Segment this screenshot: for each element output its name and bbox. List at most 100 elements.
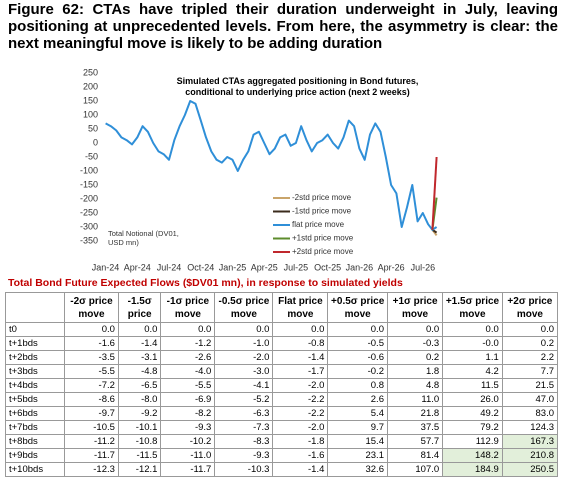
cell: -1.6 <box>272 448 329 463</box>
cell: 210.8 <box>501 448 559 463</box>
row-label: t+9bds <box>5 448 65 463</box>
cell: 9.7 <box>327 420 388 435</box>
cell: -12.1 <box>117 462 162 477</box>
cell: -1.2 <box>160 336 216 351</box>
cell: 4.8 <box>386 378 444 393</box>
y-tick-label: -150 <box>80 179 98 189</box>
x-tick-label: Jan-25 <box>219 262 247 272</box>
row-label: t+8bds <box>5 434 65 449</box>
cell: 0.0 <box>117 322 162 337</box>
x-tick-label: Jan-24 <box>92 262 120 272</box>
y-tick-label: 200 <box>83 81 98 91</box>
table-row: t+4bds -7.2 -6.5 -5.5 -4.1 -2.0 0.8 4.8 11.5 21.5 <box>5 378 559 393</box>
table-row: t+9bds -11.7 -11.5 -11.0 -9.3 -1.6 23.1 81.4 148… <box>5 448 559 463</box>
cell: -8.2 <box>160 406 216 421</box>
table-row: t0 0.0 0.0 0.0 0.0 0.0 0.0 0.0 0.0 0.0 <box>5 322 559 337</box>
cell: -0.8 <box>272 336 329 351</box>
cell: 0.0 <box>442 322 503 337</box>
cell: -8.0 <box>117 392 162 407</box>
cell: 15.4 <box>327 434 388 449</box>
y-tick-label: -350 <box>80 235 98 245</box>
cell: 0.2 <box>501 336 559 351</box>
cell: 0.0 <box>501 322 559 337</box>
cell: -0.6 <box>327 350 388 365</box>
y-tick-label: 0 <box>93 137 98 147</box>
row-label: t+1bds <box>5 336 65 351</box>
cell: 184.9 <box>442 462 503 477</box>
cell: -4.8 <box>117 364 162 379</box>
cell: 32.6 <box>327 462 388 477</box>
cell: -12.3 <box>64 462 119 477</box>
cell: -5.5 <box>160 378 216 393</box>
cell: -1.8 <box>272 434 329 449</box>
cell: -10.5 <box>64 420 119 435</box>
y-tick-label: -250 <box>80 207 98 217</box>
cell: 5.4 <box>327 406 388 421</box>
cell: -8.3 <box>214 434 274 449</box>
x-tick-label: Jul-24 <box>157 262 182 272</box>
cell: -0.0 <box>442 336 503 351</box>
row-label: t+5bds <box>5 392 65 407</box>
table-row: t+6bds -9.7 -9.2 -8.2 -6.3 -2.2 5.4 21.8 49.2 83.… <box>5 406 559 421</box>
cell: 57.7 <box>386 434 444 449</box>
x-tick-label: Jan-26 <box>346 262 374 272</box>
cell: 0.0 <box>327 322 388 337</box>
cell: 21.5 <box>501 378 559 393</box>
cell: 0.0 <box>386 322 444 337</box>
cell: 79.2 <box>442 420 503 435</box>
cell: -8.6 <box>64 392 119 407</box>
y-tick-label: -300 <box>80 221 98 231</box>
cell: 148.2 <box>442 448 503 463</box>
cell: 47.0 <box>501 392 559 407</box>
cell: -7.2 <box>64 378 119 393</box>
table-row: t+2bds -3.5 -3.1 -2.6 -2.0 -1.4 -0.6 0.2 1.1 2.2 <box>5 350 559 365</box>
cell: -1.7 <box>272 364 329 379</box>
cell: 7.7 <box>501 364 559 379</box>
cell: -11.7 <box>160 462 216 477</box>
row-label: t0 <box>5 322 65 337</box>
cell: 167.3 <box>501 434 559 449</box>
cell: 1.1 <box>442 350 503 365</box>
x-tick-label: Oct-25 <box>314 262 341 272</box>
row-label: t+4bds <box>5 378 65 393</box>
y-tick-label: -100 <box>80 165 98 175</box>
cell: -11.0 <box>160 448 216 463</box>
y-tick-label: -50 <box>85 151 98 161</box>
cell: -6.9 <box>160 392 216 407</box>
column-header: -2σ price move <box>64 292 119 323</box>
legend-label: flat price move <box>292 220 345 229</box>
cell: -1.4 <box>117 336 162 351</box>
cell: 11.0 <box>386 392 444 407</box>
corner-cell <box>5 292 65 323</box>
x-tick-label: Apr-26 <box>378 262 405 272</box>
row-label: t+6bds <box>5 406 65 421</box>
x-tick-label: Oct-24 <box>187 262 214 272</box>
cell: 0.8 <box>327 378 388 393</box>
cell: 83.0 <box>501 406 559 421</box>
column-header: +1.5σ price move <box>442 292 503 323</box>
cell: -0.3 <box>386 336 444 351</box>
cell: -2.0 <box>214 350 274 365</box>
cell: -9.3 <box>160 420 216 435</box>
chart-title: Simulated CTAs aggregated positioning in… <box>176 76 419 97</box>
cell: 11.5 <box>442 378 503 393</box>
cell: 0.2 <box>386 350 444 365</box>
table-row: t+3bds -5.5 -4.8 -4.0 -3.0 -1.7 -0.2 1.8 4.2 7.7 <box>5 364 559 379</box>
legend-label: -2std price move <box>292 193 352 202</box>
cell: 23.1 <box>327 448 388 463</box>
cell: -6.5 <box>117 378 162 393</box>
table-row: t+5bds -8.6 -8.0 -6.9 -5.2 -2.2 2.6 11.0 26.0 47.… <box>5 392 559 407</box>
cell: -10.1 <box>117 420 162 435</box>
cell: -2.2 <box>272 392 329 407</box>
cell: 0.0 <box>64 322 119 337</box>
cell: -10.2 <box>160 434 216 449</box>
cell: 112.9 <box>442 434 503 449</box>
row-label: t+2bds <box>5 350 65 365</box>
cell: -6.3 <box>214 406 274 421</box>
cell: -5.2 <box>214 392 274 407</box>
table-row: t+7bds -10.5 -10.1 -9.3 -7.3 -2.0 9.7 37.5 79.2 1… <box>5 420 559 435</box>
axis-annotation: Total Notional (DV01, USD mn) <box>108 229 179 247</box>
table-row: t+10bds -12.3 -12.1 -11.7 -10.3 -1.4 32.6 107.0… <box>5 462 559 477</box>
cell: -9.7 <box>64 406 119 421</box>
cell: -11.7 <box>64 448 119 463</box>
